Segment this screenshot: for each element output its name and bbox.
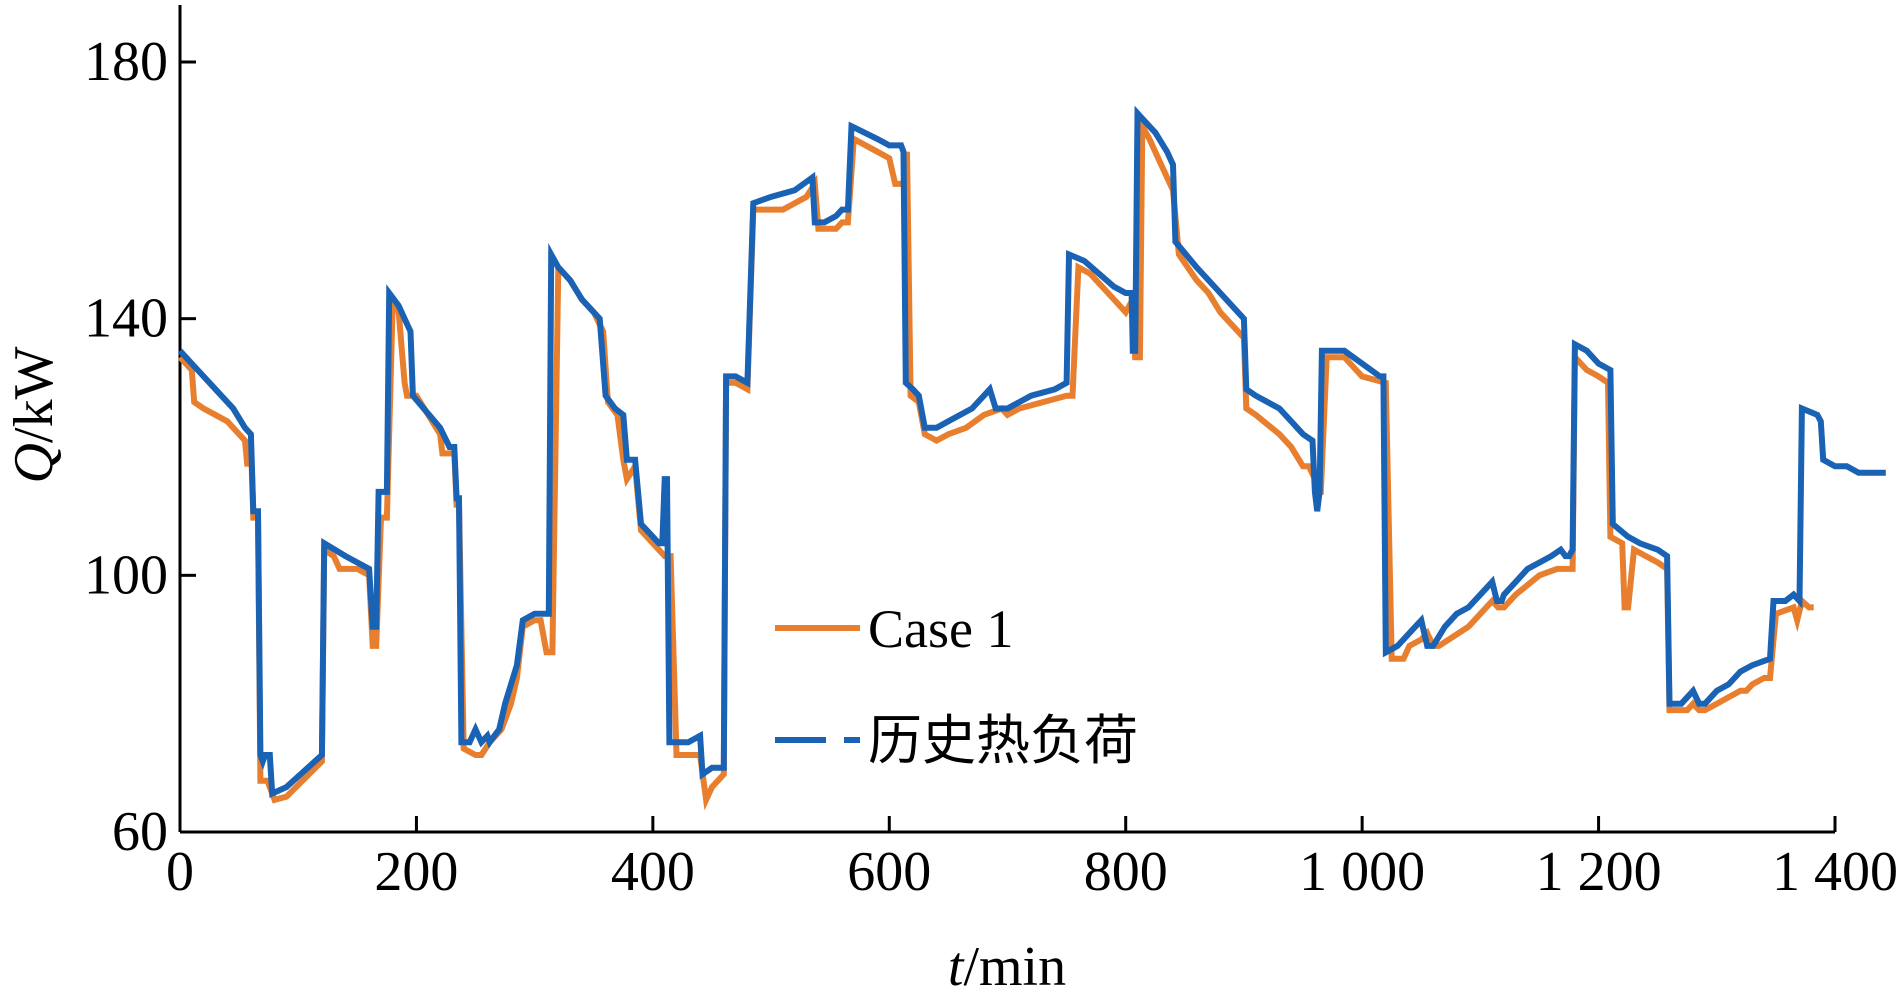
x-tick-label: 400 [611, 841, 695, 903]
y-axis-title: Q/kW [3, 346, 65, 483]
legend-label: Case 1 [868, 599, 1013, 659]
legend: Case 1 历史热负荷 [775, 599, 1138, 771]
x-tick-label: 800 [1084, 841, 1168, 903]
x-tick-label: 1 000 [1299, 841, 1425, 903]
x-axis-title: t/min [948, 936, 1066, 998]
y-tick-label: 60 [112, 801, 168, 863]
y-tick-label: 180 [84, 31, 168, 93]
x-tick-label: 600 [847, 841, 931, 903]
legend-label: 历史热负荷 [868, 711, 1138, 771]
legend-item: Case 1 [775, 599, 1013, 659]
y-tick-label: 140 [84, 288, 168, 350]
series-line-1 [177, 114, 1814, 811]
y-tick-label: 100 [84, 544, 168, 606]
legend-item: 历史热负荷 [775, 711, 1138, 771]
x-tick-label: 0 [166, 841, 194, 903]
series-line-2 [177, 105, 1886, 799]
x-tick-label: 1 200 [1536, 841, 1662, 903]
x-tick-label: 200 [374, 841, 458, 903]
x-tick-label: 1 400 [1772, 841, 1898, 903]
axes: 60 100 140 180 0 200 400 600 800 1 000 1 200 1 400 t… [3, 5, 1898, 998]
series-layer [177, 105, 1886, 811]
